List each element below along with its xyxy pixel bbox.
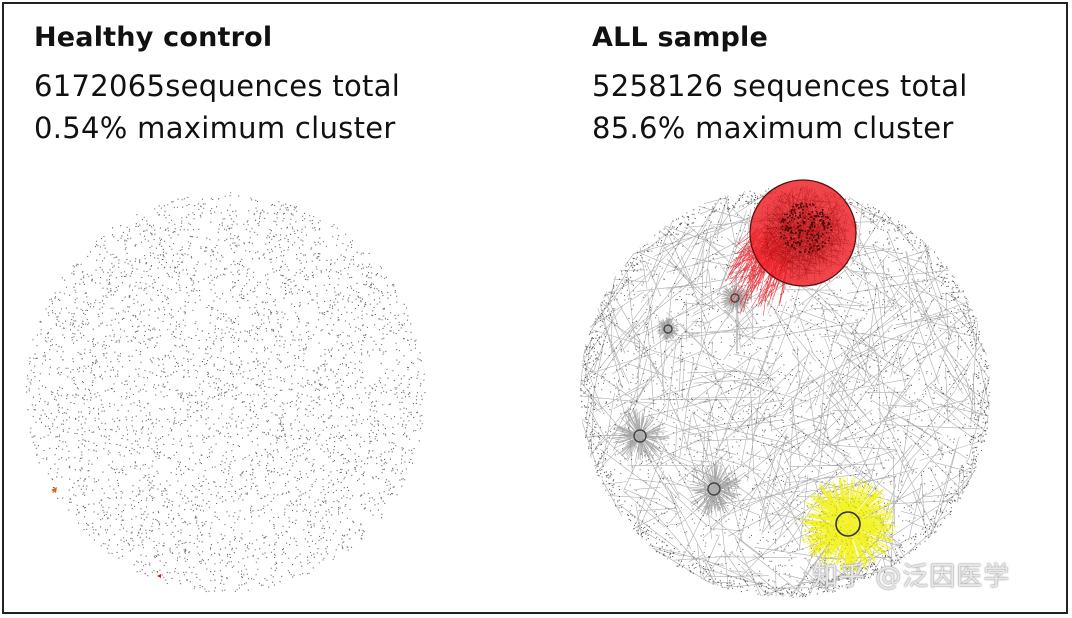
all-sample-edges	[579, 186, 990, 598]
healthy-control-sequences: 6172065sequences total	[34, 69, 401, 103]
healthy-control-title: Healthy control	[34, 22, 273, 53]
all-sample-network	[579, 179, 991, 598]
healthy-control-marker-red	[157, 574, 161, 578]
all-sample-header: ALL sample 5258126 sequences total 85.6%…	[592, 22, 968, 149]
healthy-control-marker-orange	[51, 487, 57, 493]
minor-cluster-left-ring	[633, 429, 647, 443]
main-cluster-core	[779, 202, 833, 254]
minor-clusters	[610, 282, 751, 517]
healthy-control-nodes	[25, 192, 426, 593]
all-sample-title: ALL sample	[592, 22, 769, 53]
secondary-cluster-ring	[835, 511, 861, 537]
main-cluster	[725, 179, 857, 316]
healthy-control-max-cluster: 0.54% maximum cluster	[34, 111, 396, 145]
minor-cluster-bottom-ring	[707, 482, 721, 496]
minor-cluster-top-left-ring	[663, 324, 673, 334]
main-cluster-edges	[756, 185, 850, 281]
healthy-control-network	[25, 192, 426, 593]
healthy-control-header: Healthy control 6172065sequences total 0…	[34, 22, 400, 149]
all-sample-max-cluster: 85.6% maximum cluster	[592, 111, 954, 145]
all-sample-sequences: 5258126 sequences total	[592, 69, 968, 103]
watermark: 知乎 @泛因医学	[812, 562, 1011, 592]
secondary-cluster	[798, 475, 898, 575]
all-sample-edge-lines	[579, 186, 990, 598]
